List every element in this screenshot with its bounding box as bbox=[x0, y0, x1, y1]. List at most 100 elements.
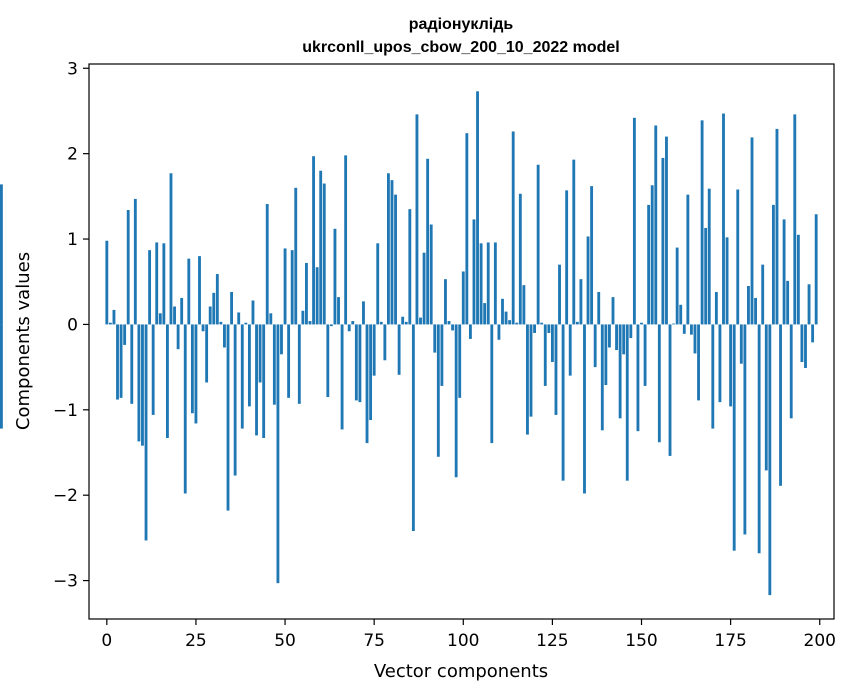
x-axis-label: Vector components bbox=[374, 661, 548, 682]
bar-33 bbox=[223, 324, 226, 348]
bar-78 bbox=[383, 324, 387, 361]
bar-67 bbox=[344, 155, 348, 325]
bar-undefined bbox=[0, 184, 3, 325]
x-axis-ticks: 0 25 50 75 100 125 150 175 200 bbox=[101, 619, 836, 651]
bar-150 bbox=[640, 322, 643, 325]
bar-58 bbox=[312, 156, 315, 325]
bar-77 bbox=[379, 321, 383, 325]
plot-frame bbox=[88, 63, 835, 620]
bar-109 bbox=[493, 242, 497, 325]
bar-189 bbox=[779, 324, 782, 486]
bar-53 bbox=[294, 187, 298, 325]
bar-44 bbox=[262, 324, 266, 438]
bar-83 bbox=[401, 316, 405, 325]
bar-153 bbox=[650, 185, 654, 325]
y-tick-label: −1 bbox=[53, 401, 78, 421]
bar-28 bbox=[205, 324, 209, 383]
bar-19 bbox=[173, 306, 176, 325]
bar-191 bbox=[786, 280, 790, 325]
bar-147 bbox=[629, 324, 633, 339]
bar-135 bbox=[586, 236, 590, 325]
y-tick-label: −3 bbox=[53, 572, 78, 592]
bar-148 bbox=[632, 117, 636, 325]
bar-41 bbox=[251, 300, 255, 325]
bar-192 bbox=[789, 324, 793, 419]
bar-88 bbox=[419, 317, 422, 325]
bar-64 bbox=[333, 228, 337, 325]
bar-151 bbox=[643, 324, 647, 386]
bar-129 bbox=[565, 190, 569, 325]
x-tick-label: 200 bbox=[804, 631, 836, 651]
bar-172 bbox=[718, 324, 722, 403]
bar-37 bbox=[237, 312, 241, 325]
bar-199 bbox=[814, 214, 818, 325]
bar-160 bbox=[675, 247, 679, 325]
bar-143 bbox=[615, 324, 618, 351]
y-tick-label: −2 bbox=[53, 486, 78, 506]
bar-89 bbox=[422, 252, 426, 325]
bar-87 bbox=[415, 114, 419, 325]
bar-169 bbox=[707, 188, 711, 325]
bar-132 bbox=[575, 321, 579, 325]
bar-48 bbox=[276, 324, 280, 584]
bar-171 bbox=[714, 291, 718, 325]
bar-63 bbox=[329, 324, 333, 327]
bar-166 bbox=[697, 324, 700, 401]
bar-25 bbox=[194, 324, 198, 424]
bar-170 bbox=[711, 324, 715, 429]
bar-145 bbox=[622, 324, 626, 355]
y-tick-label: 1 bbox=[67, 230, 78, 250]
bars-group bbox=[0, 91, 818, 596]
chart-subtitle: ukrconll_upos_cbow_200_10_2022 model bbox=[302, 39, 619, 56]
bar-125 bbox=[550, 324, 554, 362]
bar-22 bbox=[183, 324, 187, 494]
bar-0 bbox=[105, 240, 109, 325]
bar-56 bbox=[305, 262, 308, 325]
bar-196 bbox=[804, 324, 807, 368]
bar-54 bbox=[297, 324, 301, 404]
bar-98 bbox=[454, 324, 458, 478]
bar-96 bbox=[447, 321, 451, 325]
bar-119 bbox=[529, 324, 533, 417]
bar-95 bbox=[444, 279, 447, 325]
bar-162 bbox=[682, 324, 686, 334]
bar-6 bbox=[126, 210, 130, 325]
bar-undefined bbox=[0, 324, 3, 429]
bar-57 bbox=[308, 321, 312, 325]
bar-156 bbox=[661, 157, 665, 325]
bar-159 bbox=[672, 323, 676, 325]
bar-26 bbox=[198, 256, 201, 325]
bar-167 bbox=[700, 120, 704, 325]
x-tick-label: 150 bbox=[625, 631, 657, 651]
bar-40 bbox=[247, 324, 251, 407]
bar-163 bbox=[686, 194, 690, 325]
bar-102 bbox=[468, 324, 472, 339]
bar-91 bbox=[429, 224, 433, 325]
bar-52 bbox=[290, 250, 294, 325]
bar-183 bbox=[757, 324, 761, 554]
bar-111 bbox=[501, 298, 504, 325]
bar-164 bbox=[689, 324, 693, 335]
bar-49 bbox=[280, 324, 283, 355]
bar-106 bbox=[483, 303, 487, 325]
bar-65 bbox=[337, 297, 340, 325]
bar-123 bbox=[543, 324, 547, 386]
bar-11 bbox=[144, 324, 148, 541]
x-tick-label: 100 bbox=[447, 631, 479, 651]
bar-157 bbox=[665, 136, 668, 325]
bar-103 bbox=[472, 219, 476, 325]
bar-146 bbox=[625, 324, 629, 481]
bar-142 bbox=[611, 297, 615, 325]
bar-181 bbox=[750, 137, 754, 325]
bar-197 bbox=[807, 284, 811, 325]
bar-165 bbox=[693, 324, 697, 354]
bar-86 bbox=[411, 324, 415, 532]
bar-16 bbox=[162, 243, 166, 325]
bar-1 bbox=[108, 322, 112, 325]
bar-138 bbox=[597, 291, 601, 325]
bar-47 bbox=[272, 324, 276, 405]
bar-105 bbox=[479, 243, 483, 325]
bar-136 bbox=[590, 186, 594, 325]
bar-59 bbox=[315, 267, 319, 325]
bar-175 bbox=[729, 324, 733, 407]
